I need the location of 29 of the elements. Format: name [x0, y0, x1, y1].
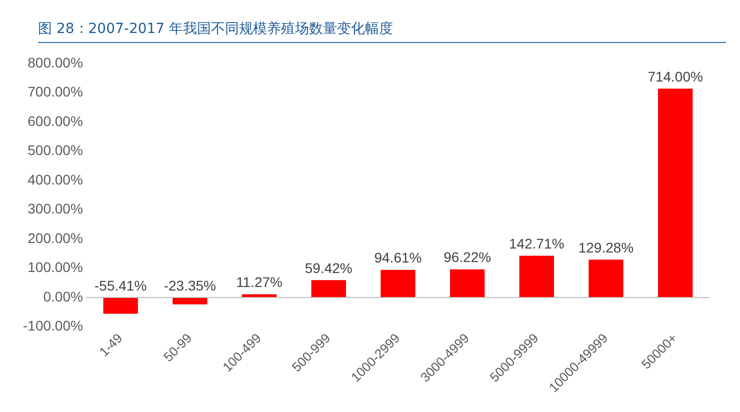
- data-label: 59.42%: [304, 260, 352, 276]
- y-tick-label: 100.00%: [28, 259, 83, 276]
- y-tick-label: 0.00%: [43, 288, 83, 304]
- bar: [588, 260, 624, 298]
- y-tick-label: 200.00%: [28, 230, 83, 246]
- bar: [519, 256, 554, 298]
- y-tick-label: -100.00%: [22, 318, 83, 334]
- y-tick-label: 700.00%: [28, 84, 83, 100]
- y-tick-label: 800.00%: [28, 54, 83, 70]
- data-label: -55.41%: [94, 277, 147, 294]
- data-label: 94.61%: [374, 250, 422, 266]
- data-label: -23.35%: [164, 277, 216, 294]
- y-tick-label: 600.00%: [28, 112, 83, 129]
- bar: [380, 270, 416, 298]
- data-label: 142.71%: [509, 236, 564, 252]
- bar: [242, 294, 277, 298]
- chart-title: 图 28：2007-2017 年我国不同规模养殖场数量变化幅度: [38, 20, 726, 43]
- bar: [103, 298, 138, 314]
- bar: [172, 298, 208, 304]
- bar: [658, 88, 693, 298]
- y-tick-label: 300.00%: [28, 200, 83, 217]
- data-label: 129.28%: [578, 240, 634, 256]
- data-label: 714.00%: [648, 68, 703, 84]
- bar: [450, 269, 485, 298]
- data-label: 11.27%: [236, 274, 283, 290]
- y-tick-label: 500.00%: [28, 142, 83, 158]
- data-label: 96.22%: [444, 249, 492, 266]
- bar: [311, 280, 346, 298]
- y-tick-label: 400.00%: [28, 171, 83, 188]
